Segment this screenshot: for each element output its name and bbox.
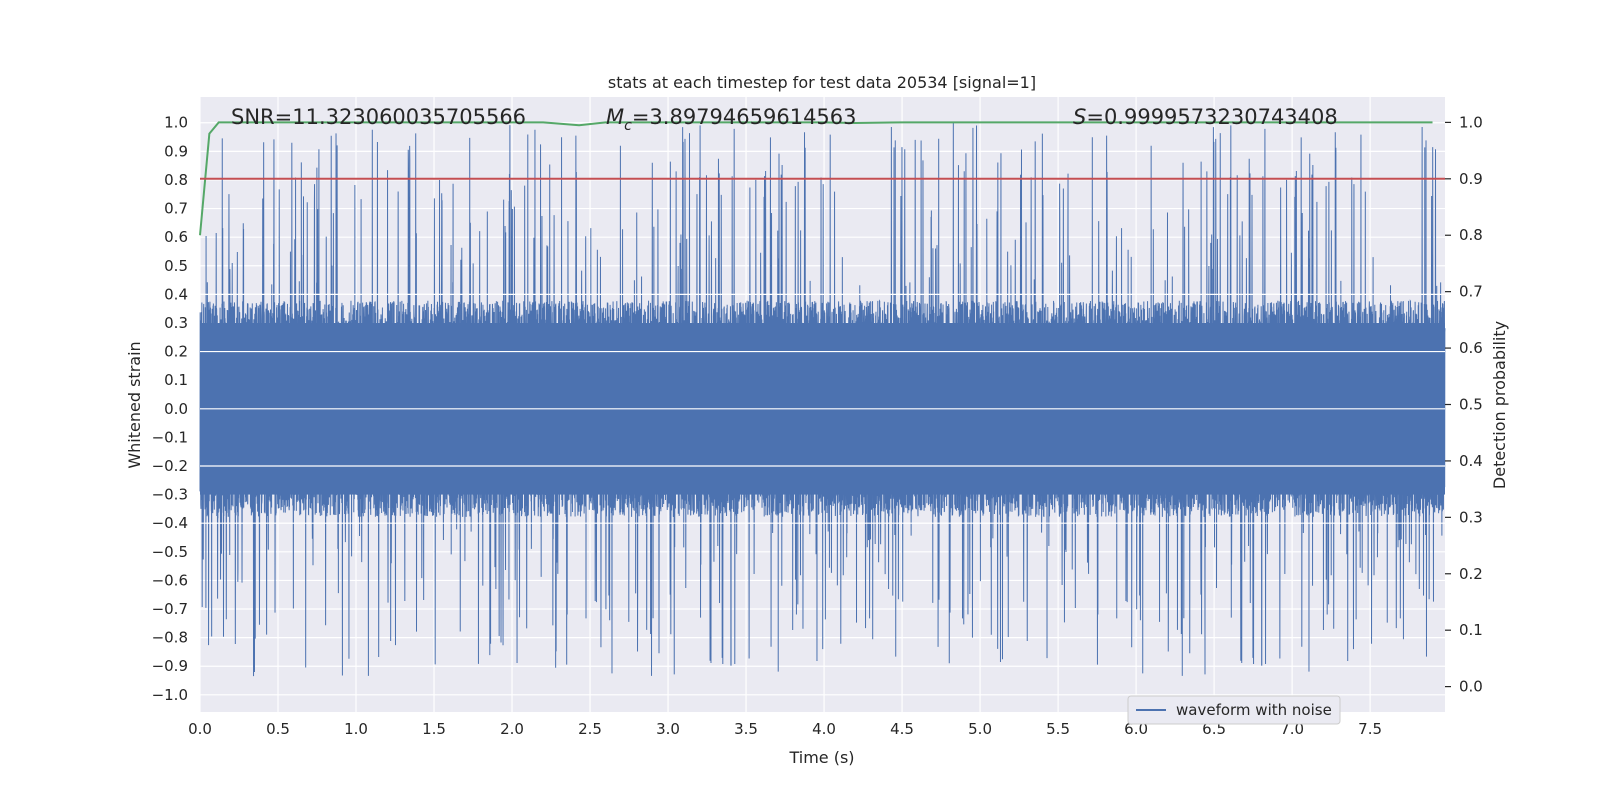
x-tick-label: 4.5 [890,720,914,738]
y-axis-title: Whitened strain [125,341,144,468]
x-axis-ticks: 0.0 0.5 1.0 1.5 2.0 2.5 3.0 3.5 4.0 4.5 5.0 5.5 6.0 6… [188,720,1382,738]
score-annotation: S=0.9999573230743408 [1073,105,1338,129]
legend-label: waveform with noise [1176,701,1332,719]
y-tick-label: 0.0 [164,400,188,418]
waveform-series [199,123,1446,677]
y2-tick-label: 0.1 [1459,621,1483,639]
y-tick-label: −0.7 [152,600,188,618]
y-tick-label: −0.8 [152,629,188,647]
legend-box [1127,695,1341,725]
y-tick-label: 0.6 [164,228,188,246]
y-tick-label: 0.3 [164,314,188,332]
x-tick-label: 0.5 [266,720,290,738]
y-tick-label: −0.5 [152,543,188,561]
y2-tick-label: 0.5 [1459,396,1483,414]
y2-tick-label: 0.9 [1459,170,1483,188]
y2-tick-label: 0.0 [1459,678,1483,696]
x-tick-label: 3.5 [734,720,758,738]
chirp-mass-annotation: Mc=3.89794659614563 [606,105,857,134]
y-tick-label: 0.8 [164,171,188,189]
x-tick-label: 2.0 [500,720,524,738]
y-tick-label: −1.0 [152,686,188,704]
y-tick-label: −0.1 [152,428,188,446]
y2-tick-label: 0.6 [1459,339,1483,357]
y2-axis-ticks: 1.0 0.9 0.8 0.7 0.6 0.5 0.4 0.3 0.2 0.1 0.0 [1445,113,1483,696]
x-tick-label: 5.0 [968,720,992,738]
y2-tick-label: 0.3 [1459,508,1483,526]
detection-probability-line [199,121,1433,236]
y-tick-label: −0.4 [152,514,188,532]
y2-tick-label: 0.2 [1459,565,1483,583]
y-tick-label: 0.5 [164,257,188,275]
x-tick-label: 1.0 [344,720,368,738]
y-axis-ticks: 1.0 0.9 0.8 0.7 0.6 0.5 0.4 0.3 0.2 0.1 0.0 −0.1 −0.… [152,114,188,704]
y2-tick-label: 0.4 [1459,452,1483,470]
y2-tick-label: 0.8 [1459,226,1483,244]
y-tick-label: 0.4 [164,285,188,303]
y-tick-label: −0.6 [152,571,188,589]
x-tick-label: 4.0 [812,720,836,738]
x-axis-title: Time (s) [788,748,854,767]
y-tick-label: 0.2 [164,343,188,361]
y-tick-label: 1.0 [164,114,188,132]
x-tick-label: 1.5 [422,720,446,738]
x-tick-label: 3.0 [656,720,680,738]
y-tick-label: 0.1 [164,371,188,389]
legend: waveform with noise [1127,695,1341,725]
y2-tick-label: 0.7 [1459,283,1483,301]
x-tick-label: 2.5 [578,720,602,738]
snr-annotation: SNR=11.323060035705566 [231,105,526,129]
y2-axis-title: Detection probability [1490,321,1509,489]
y-tick-label: 0.7 [164,200,188,218]
y-tick-label: −0.3 [152,486,188,504]
x-tick-label: 7.5 [1358,720,1382,738]
y-tick-label: −0.9 [152,657,188,675]
probability-overlay [199,121,1445,236]
y2-tick-label: 1.0 [1459,113,1483,131]
x-tick-label: 5.5 [1046,720,1070,738]
chart-title: stats at each timestep for test data 205… [608,73,1036,92]
x-tick-label: 0.0 [188,720,212,738]
y-tick-label: 0.9 [164,142,188,160]
y-tick-label: −0.2 [152,457,188,475]
